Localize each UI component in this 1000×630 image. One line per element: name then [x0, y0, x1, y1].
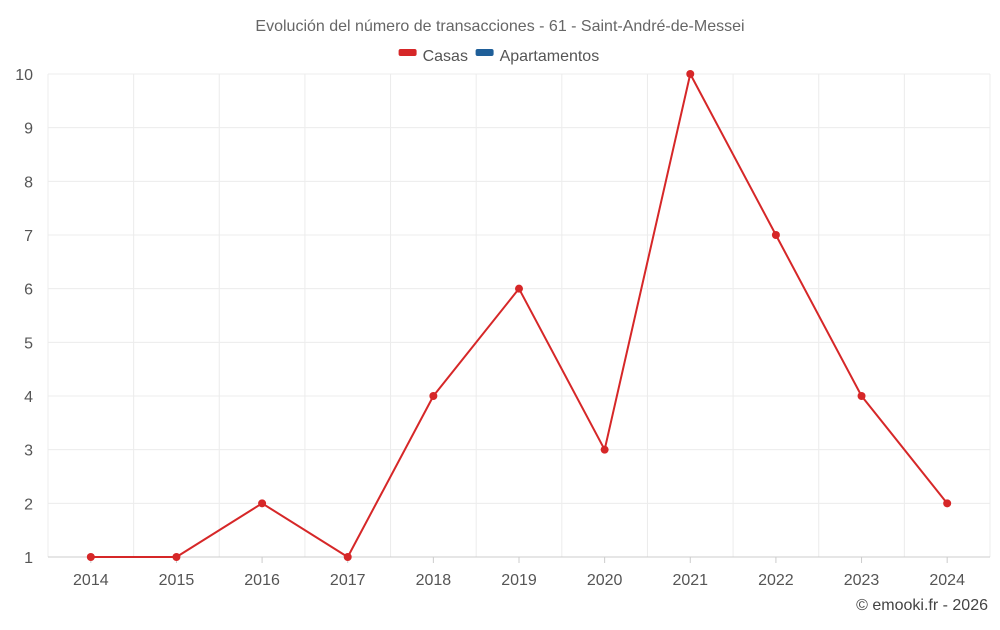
x-tick-label: 2016	[244, 572, 280, 589]
x-tick-label: 2020	[587, 572, 623, 589]
legend-label: Casas	[423, 48, 468, 65]
credit-text: © emooki.fr - 2026	[856, 597, 988, 614]
x-tick-label: 2017	[330, 572, 366, 589]
y-tick-label: 10	[15, 67, 33, 84]
x-tick-label: 2018	[416, 572, 452, 589]
data-point[interactable]	[86, 553, 95, 561]
legend-swatch	[475, 49, 494, 56]
data-point[interactable]	[771, 231, 780, 239]
legend-item-apartamentos[interactable]: Apartamentos	[475, 48, 600, 65]
legend-item-casas[interactable]: Casas	[398, 48, 468, 65]
x-tick-label: 2021	[672, 572, 708, 589]
x-tick-label: 2022	[758, 572, 794, 589]
legend-swatch	[398, 49, 417, 56]
x-tick-label: 2014	[73, 572, 109, 589]
data-point[interactable]	[600, 445, 609, 454]
y-tick-label: 9	[24, 121, 33, 138]
y-tick-label: 3	[24, 443, 33, 460]
legend[interactable]: Casas Apartamentos	[398, 48, 600, 65]
y-tick-label: 1	[24, 550, 33, 567]
y-tick-label: 6	[24, 282, 33, 299]
y-tick-label: 7	[24, 228, 33, 245]
y-tick-label: 2	[24, 496, 33, 513]
x-tick-label: 2023	[844, 572, 880, 589]
x-tick-label: 2015	[159, 572, 195, 589]
x-tick-label: 2024	[929, 572, 965, 589]
y-tick-label: 8	[24, 174, 33, 191]
data-point[interactable]	[429, 392, 438, 400]
data-point[interactable]	[172, 553, 181, 561]
legend-label: Apartamentos	[500, 48, 600, 65]
chart-title: Evolución del número de transacciones - …	[255, 18, 744, 35]
data-point[interactable]	[857, 392, 866, 400]
data-point[interactable]	[515, 284, 523, 293]
series-layer	[86, 70, 952, 561]
axes: 1 2 3 4 5 6 7 8 9 10 2014 2015 2016 2017 2018 2019 2020 2…	[15, 67, 990, 589]
y-tick-label: 5	[24, 335, 33, 352]
x-tick-label: 2019	[501, 572, 537, 589]
grid-layer	[47, 73, 991, 558]
data-point[interactable]	[258, 499, 267, 508]
data-point[interactable]	[943, 499, 952, 508]
data-point[interactable]	[686, 70, 695, 78]
data-point[interactable]	[343, 553, 352, 561]
y-tick-label: 4	[24, 389, 33, 406]
